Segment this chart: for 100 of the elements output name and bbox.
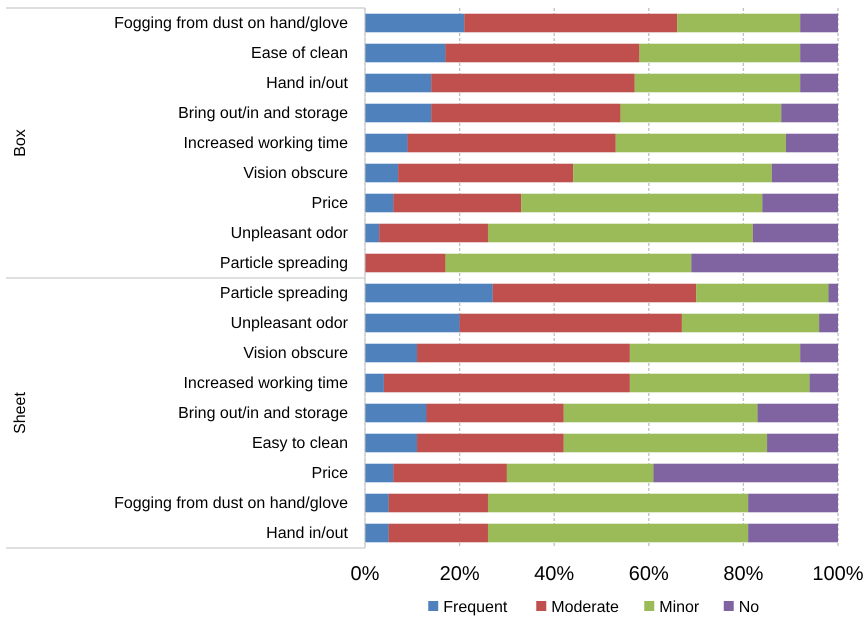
- y-tick-label: Unpleasant odor: [230, 225, 349, 242]
- bar: [564, 404, 758, 422]
- bar: [748, 524, 838, 542]
- y-tick-label: Price: [312, 195, 348, 212]
- bar: [800, 44, 838, 62]
- y-tick-label: Fogging from dust on hand/glove: [114, 15, 348, 32]
- y-tick-label: Easy to clean: [252, 435, 348, 452]
- y-tick-label: Particle spreading: [220, 255, 348, 272]
- bar: [521, 194, 762, 212]
- bar: [365, 14, 464, 32]
- y-tick-label: Hand in/out: [266, 525, 349, 542]
- legend-label: Minor: [659, 599, 700, 616]
- bar: [772, 164, 838, 182]
- y-tick-label: Vision obscure: [243, 165, 348, 182]
- text: Sheet: [12, 392, 29, 434]
- bar: [365, 224, 380, 242]
- bar: [752, 224, 838, 242]
- x-tick-label: 0%: [350, 563, 380, 586]
- bar: [616, 134, 786, 152]
- bar: [388, 494, 488, 512]
- x-tick-label: 100%: [812, 563, 864, 586]
- x-tick-label: 80%: [723, 563, 764, 586]
- bar: [365, 494, 389, 512]
- bar: [431, 104, 620, 122]
- y-tick-label: Ease of clean: [251, 45, 348, 62]
- bar: [365, 404, 426, 422]
- bar: [393, 464, 507, 482]
- bar: [365, 314, 460, 332]
- bar: [488, 494, 748, 512]
- bar: [828, 284, 838, 302]
- legend-label: No: [738, 599, 760, 616]
- bar: [573, 164, 772, 182]
- bar: [506, 464, 654, 482]
- bar: [365, 104, 432, 122]
- bar: [365, 374, 384, 392]
- bar: [810, 374, 838, 392]
- bar: [365, 524, 389, 542]
- bar: [365, 464, 394, 482]
- y-tick-label: Bring out/in and storage: [178, 405, 348, 422]
- bar: [488, 524, 748, 542]
- bar: [445, 254, 692, 272]
- bar: [488, 224, 753, 242]
- bar: [464, 14, 678, 32]
- x-tick-label: 20%: [440, 563, 480, 586]
- bar: [408, 134, 616, 152]
- bar: [388, 524, 488, 542]
- bar: [445, 44, 640, 62]
- bar: [365, 194, 394, 212]
- bar: [365, 164, 398, 182]
- y-tick-label: Bring out/in and storage: [178, 105, 348, 122]
- bar: [682, 314, 820, 332]
- bar: [630, 344, 800, 362]
- bar: [564, 434, 768, 452]
- bar: [654, 464, 838, 482]
- bar: [762, 194, 838, 212]
- bar: [767, 434, 838, 452]
- bar: [800, 74, 838, 92]
- bar: [691, 254, 838, 272]
- bar: [800, 344, 838, 362]
- y-tick-label: Increased working time: [183, 135, 348, 152]
- bar: [384, 374, 630, 392]
- bar: [426, 404, 564, 422]
- bar: [677, 14, 800, 32]
- bar: [634, 74, 800, 92]
- bar: [365, 44, 446, 62]
- y-tick-label: Particle spreading: [220, 285, 348, 302]
- bar: [365, 74, 432, 92]
- y-tick-label: Hand in/out: [266, 75, 349, 92]
- bar: [639, 44, 800, 62]
- y-tick-label: Unpleasant odor: [230, 315, 349, 332]
- bar: [819, 314, 838, 332]
- bar: [431, 74, 635, 92]
- bar: [393, 194, 522, 212]
- bar: [800, 14, 838, 32]
- legend-label: Frequent: [443, 599, 508, 616]
- bar: [365, 344, 418, 362]
- y-tick-label: Fogging from dust on hand/glove: [114, 495, 348, 512]
- bar: [398, 164, 574, 182]
- x-tick-label: 40%: [534, 563, 574, 586]
- text: Box: [12, 129, 29, 157]
- bar: [492, 284, 696, 302]
- bar: [379, 224, 488, 242]
- legend-label: Moderate: [551, 599, 619, 616]
- bar: [758, 404, 838, 422]
- y-tick-label: Vision obscure: [243, 345, 348, 362]
- bar: [748, 494, 838, 512]
- bar: [696, 284, 829, 302]
- bar: [365, 284, 493, 302]
- bar: [460, 314, 682, 332]
- bar: [781, 104, 838, 122]
- y-tick-label: Increased working time: [183, 375, 348, 392]
- y-tick-label: Price: [312, 465, 348, 482]
- bar: [417, 434, 564, 452]
- bar: [630, 374, 810, 392]
- bar: [365, 254, 446, 272]
- x-tick-label: 60%: [628, 563, 670, 586]
- bar: [417, 344, 630, 362]
- bar: [365, 434, 418, 452]
- bar: [365, 134, 408, 152]
- bar: [786, 134, 838, 152]
